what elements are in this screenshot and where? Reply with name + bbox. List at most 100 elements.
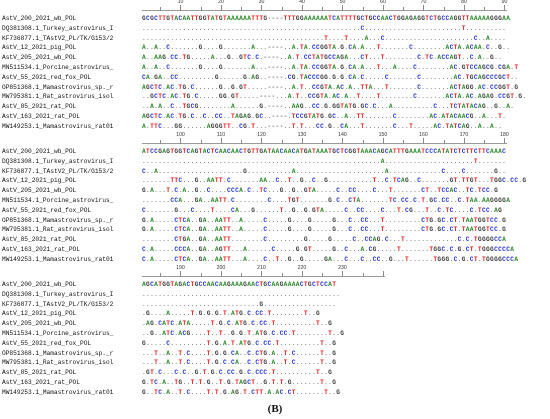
ruler-tick [322, 273, 324, 277]
sequence-residues: ........................................… [142, 24, 507, 32]
alignment-row: MW795381.1_Rat_astrovirus_isol ..GCTC.AC.… [0, 92, 550, 101]
ruler-tick [200, 7, 202, 11]
sequence-residues: A..A..C.......G....G.......A...----..A.T… [142, 44, 511, 52]
alignment-row: AstV_85_2021_rat_POL .GT.C...C.C..G.T.G.C… [0, 368, 550, 377]
ruler-tick [281, 273, 283, 277]
alignment-row: MW795381.1_Rat_astrovirus_isol ...T..A..T… [0, 358, 550, 367]
sequence-name: AstV_12_2021_pig_POL [2, 310, 77, 318]
sequence-name: MN511534.1_Porcine_astrovirus_ [2, 64, 114, 71]
alignment-row: MW149253.1_Mamastrovirus_rat01 G..TC.A..T… [0, 388, 550, 397]
sequence-name: MN511534.1_Porcine_astrovirus_ [2, 330, 114, 337]
sequence-residues: A..AAG.CC.TG.....A...G..GTC.C.----..A.T.… [142, 54, 503, 62]
ruler-tick [301, 138, 303, 144]
sequence-residues: .G....A.....T.G.G.G.T.ATG.C.CC.T........… [142, 310, 321, 318]
ruler-tick [180, 138, 182, 144]
sequence-residues: ..G..ATC.ACG....T..T..G.G.T.ATG.C.CC.T..… [142, 330, 345, 337]
sequence-name: DQ381308.1_Turkey_astrovirus_I [2, 157, 114, 165]
sequence-name: MW795381.1_Rat_astrovirus_isol [2, 359, 114, 367]
ruler-tick-label: 90 [501, 0, 508, 5]
ruler-tick-label: 220 [297, 265, 307, 271]
ruler-tick [342, 5, 344, 11]
ruler-tick [403, 140, 405, 144]
sequence-residues: G..TC.A..T.C....T.T.G.AG.T.CTT.A.AC.CT..… [142, 388, 341, 396]
sequence-name: AstV_163_2021_rat_POL [2, 246, 80, 253]
ruler-tick [423, 5, 425, 11]
sequence-name: AstV_55_2021_red_fox_POL [2, 73, 92, 81]
ruler-tick-label: 140 [338, 132, 347, 138]
sequence-residues: A.TTC...GG......AGGGTT..CG.T...----..T.T… [142, 122, 503, 130]
sequence-name: AstV_85_2021_rat_POL [2, 236, 77, 244]
alignment-row: MW149253.1_Mamastrovirus_rat01 C.A.....CT… [0, 255, 550, 264]
ruler-tick [261, 5, 263, 11]
sequence-name: OP851368.1_Mamastrovirus_sp._r [2, 349, 114, 357]
alignment-row: AstV_12_2021_pig_POL .G....A.....T.G.G.G.… [0, 309, 550, 318]
sequence-name: AstV_205_2021_wb_POL [2, 320, 77, 328]
ruler-tick [180, 271, 182, 277]
ruler-tick [241, 140, 243, 144]
ruler-tick-label: 180 [500, 132, 509, 138]
ruler-tick [362, 7, 364, 11]
ruler-tick [180, 5, 182, 11]
ruler-tick [301, 271, 303, 277]
ruler-tick-label: 130 [297, 132, 307, 138]
sequence-name: AstV_85_2021_rat_POL [2, 369, 77, 377]
sequence-name: MW149253.1_Mamastrovirus_rat01 [2, 255, 114, 263]
alignment-row: AstV_85_2021_rat_POL ..A.A..C..TGCG......… [0, 102, 550, 111]
ruler-tick-label: 100 [176, 132, 185, 138]
sequence-residues: CA.GA..CC.........G......G.AG..----.CG.T… [142, 73, 519, 81]
sequence-residues: ...T..A..T.C....T.G.G.CA..C.CTG.A..T.C..… [142, 349, 337, 357]
sequence-residues: AGCATGGTAGACTGCCAACAAGAAAGAACTGCAAGAAAAC… [142, 281, 337, 288]
alignment-row: AstV_163_2021_rat_POL C.A.....CCCA..GA..A… [0, 245, 550, 254]
alignment-row: AstV_205_2021_wb_POL .AG.CATC.ATA.....T.G… [0, 319, 550, 328]
sequence-residues: AGCTC.AC.TG.C......G..G.GT.....----..A.T… [142, 83, 519, 91]
sequence-name: AstV_200_2021_wb_POL [2, 148, 77, 155]
sequence-name: DQ381308.1_Turkey_astrovirus_I [2, 24, 114, 32]
alignment-block: 10 20 30 40 50 60 70 80 90 AstV_200_2021_wb_POL GC… [0, 0, 550, 132]
ruler-tick [220, 5, 222, 11]
ruler-tick-label: 230 [338, 265, 347, 271]
ruler-tick-label: 60 [380, 0, 386, 5]
sequence-residues: ..A.A..C..TGCG........A......G.----..AAG… [142, 103, 515, 111]
alignment-row: AstV_163_2021_rat_POL G.TC.A..TG..T.T.G..… [0, 378, 550, 387]
sequence-residues: C.A.....CTCA..GA..AATT...A....C..T..G..G… [142, 255, 519, 263]
ruler-tick-label: 150 [378, 132, 388, 138]
alignment-row: DQ381308.1_Turkey_astrovirus_I..........… [0, 24, 550, 33]
sequence-name: AstV_205_2021_wb_POL [2, 54, 77, 62]
ruler-tick-label: 200 [216, 265, 226, 271]
sequence-name: KF736877.1_TAstV2_PL/TK/G153/2 [2, 34, 114, 42]
ruler-tick-label: 30 [258, 0, 265, 5]
sequence-residues: G.....C.........T.G.A.T.ATG.C.CC.T......… [142, 339, 337, 347]
alignment-row: AstV_55_2021_red_fox_POL CA.GA..CC.......… [0, 73, 550, 82]
alignment-row: DQ381308.1_Turkey_astrovirus_I..........… [0, 157, 550, 166]
ruler-tick [301, 5, 303, 11]
alignment-row: AstV_205_2021_wb_POL A..AAG.CC.TG.....A..… [0, 53, 550, 62]
ruler-tick [200, 273, 202, 277]
ruler-tick [281, 140, 283, 144]
ruler-line [142, 143, 507, 144]
ruler-line [142, 276, 385, 277]
alignment-row: AstV_163_2021_rat_POL AGCTC.AC.TG.C..C..C… [0, 112, 550, 121]
ruler-tick-label: 20 [218, 0, 224, 5]
sequence-name: KF736877.1_TAstV2_PL/TK/G153/2 [2, 300, 114, 308]
ruler-tick-label: 160 [419, 132, 428, 138]
ruler-tick [160, 273, 162, 277]
sequence-residues: .......TTC...G..AATT.C.......AA..C..T..G… [142, 177, 527, 185]
alignment-row: MN511534.1_Porcine_astrovirus_ .......CCA… [0, 196, 550, 205]
sequence-name: MW149253.1_Mamastrovirus_rat01 [2, 388, 114, 396]
ruler-tick-label: 190 [176, 265, 185, 271]
sequence-residues: G.A.....CTCA..GA..AATT..A.....C.....G...… [142, 216, 507, 224]
ruler-tick [423, 138, 425, 144]
sequence-name: AstV_200_2021_wb_POL [2, 15, 77, 22]
ruler-tick [342, 271, 344, 277]
sequence-name: AstV_55_2021_red_fox_POL [2, 339, 92, 347]
sequence-residues: C.......G...C....T....CA...G......T..G..… [142, 206, 503, 214]
alignment-row: AstV_85_2021_rat_POL ........CTGA..GA..AA… [0, 235, 550, 244]
position-ruler: 100 110 120 130 140 150 160 170 180 [142, 132, 509, 144]
alignment-row: MW149253.1_Mamastrovirus_rat01 A.TTC...GG… [0, 122, 550, 131]
alignment-row: KF736877.1_TAstV2_PL/TK/G153/2..........… [0, 34, 550, 43]
ruler-tick [160, 140, 162, 144]
sequence-name: MW795381.1_Rat_astrovirus_isol [2, 93, 114, 101]
sequence-residues: G.A...T.C.A..G..C....CCCA.C..TC...G..G..… [142, 187, 499, 195]
ruler-tick [382, 5, 384, 11]
ruler-tick [241, 7, 243, 11]
